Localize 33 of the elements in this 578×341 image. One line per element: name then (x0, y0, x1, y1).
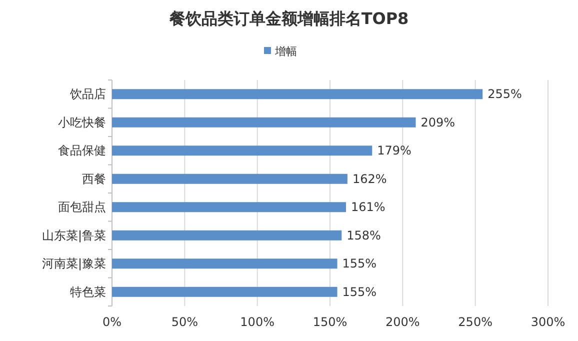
bar (112, 89, 483, 100)
x-tick-label: 250% (458, 315, 492, 329)
y-tick-label: 面包甜点 (58, 200, 106, 214)
y-tick-label: 小吃快餐 (58, 115, 106, 130)
data-label: 162% (352, 172, 387, 186)
y-tick-label: 河南菜|豫菜 (42, 256, 106, 271)
data-label: 179% (377, 144, 412, 158)
x-tick-label: 150% (312, 315, 348, 329)
data-label: 155% (342, 256, 377, 271)
data-label: 155% (342, 284, 377, 299)
x-tick-label: 50% (171, 315, 198, 329)
x-tick-label: 200% (386, 315, 420, 329)
bar (112, 286, 338, 297)
data-label: 161% (350, 200, 386, 214)
y-tick-label: 饮品店 (69, 87, 106, 102)
x-tick-label: 100% (240, 315, 274, 329)
y-tick-label: 特色菜 (70, 284, 106, 299)
bar (112, 202, 346, 212)
y-tick-label: 食品保健 (58, 144, 106, 158)
bar (112, 117, 416, 128)
data-label: 255% (488, 87, 522, 102)
chart-title: 餐饮品类订单金额增幅排名TOP8 (168, 9, 409, 28)
x-tick-label: 300% (530, 315, 566, 329)
y-tick-label: 山东菜|鲁菜 (42, 228, 106, 242)
x-tick-label: 0% (102, 315, 122, 329)
bar (112, 146, 372, 156)
bar (112, 230, 342, 240)
bar (112, 258, 338, 269)
y-tick-label: 西餐 (82, 172, 106, 186)
legend-label: 增幅 (274, 45, 297, 58)
data-label: 158% (346, 228, 381, 242)
bar (112, 174, 348, 184)
data-label: 209% (420, 115, 456, 130)
